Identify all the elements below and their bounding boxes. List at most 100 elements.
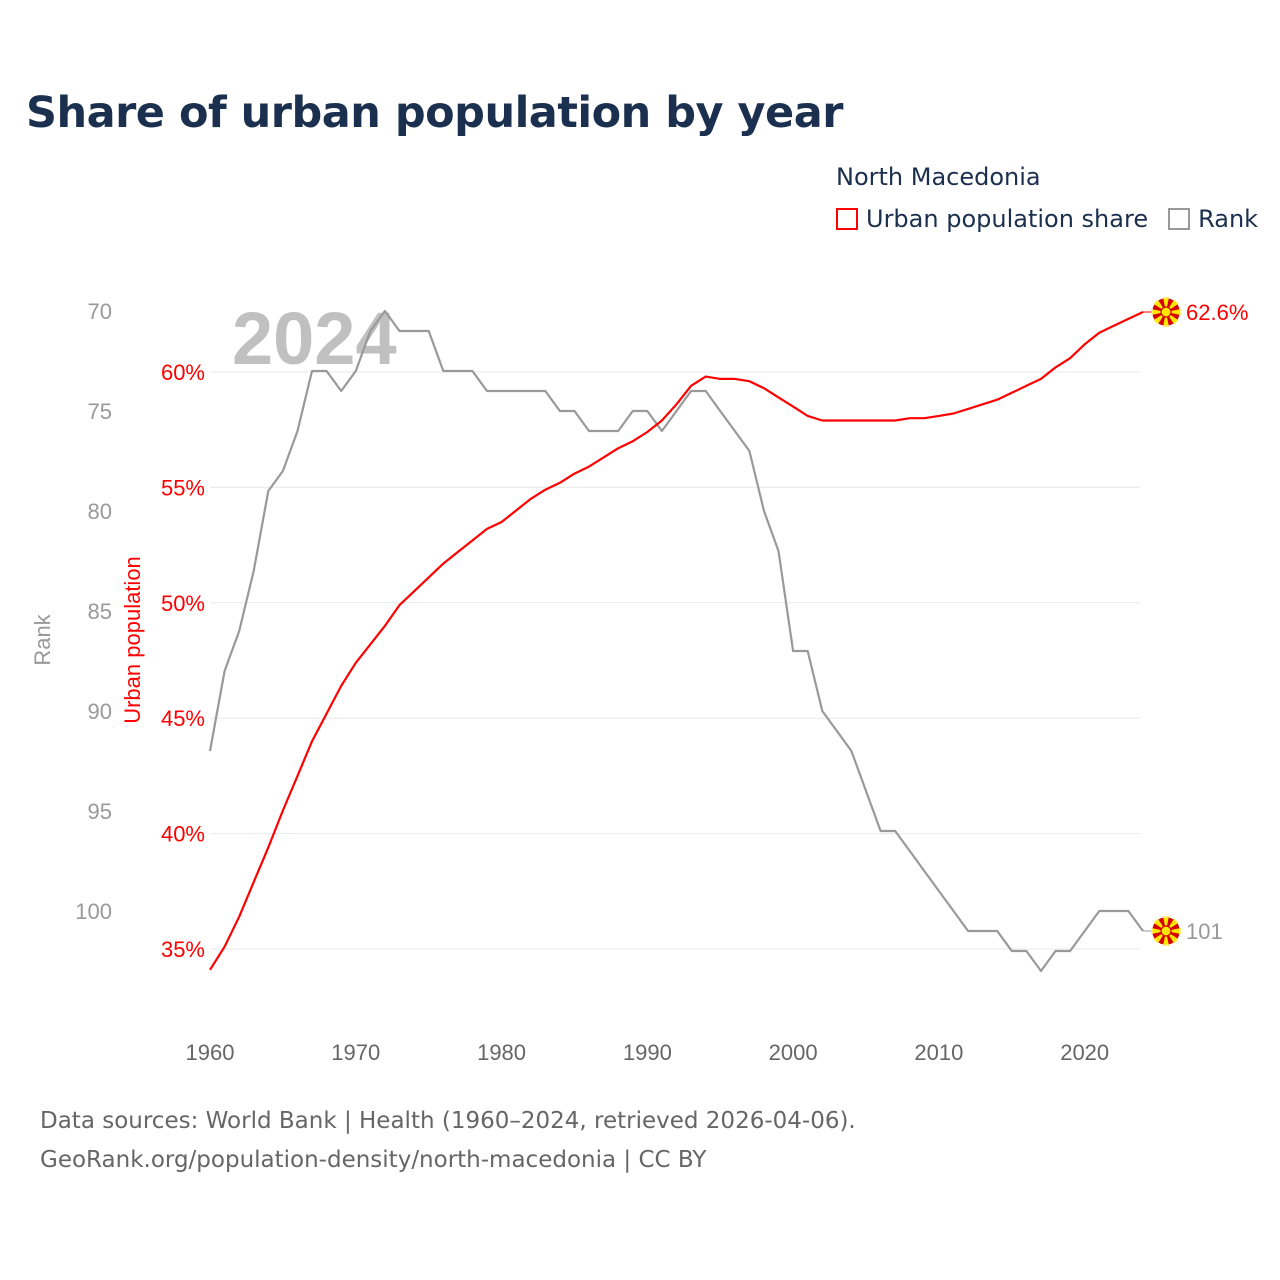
urban-point bbox=[570, 470, 578, 478]
rank-point bbox=[935, 887, 943, 895]
rank-point bbox=[439, 367, 447, 375]
legend: Urban population share Rank bbox=[836, 205, 1278, 233]
rank-point bbox=[396, 327, 404, 335]
rank-point bbox=[891, 827, 899, 835]
urban-point bbox=[527, 495, 535, 503]
rank-point bbox=[235, 627, 243, 635]
rank-point bbox=[570, 407, 578, 415]
rank-point bbox=[629, 407, 637, 415]
rank-end-label: 101 bbox=[1186, 919, 1223, 944]
urban-point bbox=[454, 548, 462, 556]
urban-tick-label: 50% bbox=[161, 591, 205, 616]
rank-point bbox=[1066, 947, 1074, 955]
rank-point bbox=[731, 427, 739, 435]
urban-point bbox=[323, 710, 331, 718]
urban-point bbox=[643, 428, 651, 436]
legend-swatch-urban bbox=[836, 208, 858, 230]
footer-attribution: GeoRank.org/population-density/north-mac… bbox=[40, 1147, 707, 1173]
rank-point bbox=[1095, 907, 1103, 915]
urban-point bbox=[716, 375, 724, 383]
rank-point bbox=[1037, 967, 1045, 975]
rank-point bbox=[702, 387, 710, 395]
rank-point bbox=[1124, 907, 1132, 915]
urban-point bbox=[512, 506, 520, 514]
urban-point bbox=[993, 396, 1001, 404]
urban-point bbox=[585, 463, 593, 471]
urban-point bbox=[964, 405, 972, 413]
urban-point bbox=[731, 375, 739, 383]
rank-point bbox=[818, 707, 826, 715]
urban-point bbox=[337, 682, 345, 690]
urban-point bbox=[920, 414, 928, 422]
rank-point bbox=[1052, 947, 1060, 955]
rank-point bbox=[512, 387, 520, 395]
flag-ray bbox=[1163, 916, 1169, 931]
rank-point bbox=[468, 367, 476, 375]
rank-point bbox=[483, 387, 491, 395]
rank-point bbox=[877, 827, 885, 835]
rank-point bbox=[658, 427, 666, 435]
urban-tick-label: 60% bbox=[161, 360, 205, 385]
rank-point bbox=[541, 387, 549, 395]
urban-tick-label: 45% bbox=[161, 706, 205, 731]
urban-point bbox=[206, 966, 214, 974]
north-macedonia-flag-icon bbox=[1151, 297, 1181, 327]
rank-point bbox=[600, 427, 608, 435]
rank-point bbox=[366, 327, 374, 335]
flag-sun bbox=[1160, 925, 1172, 937]
rank-point bbox=[352, 367, 360, 375]
x-tick-label: 1970 bbox=[331, 1040, 380, 1065]
legend-title: North Macedonia bbox=[836, 163, 1041, 191]
rank-point bbox=[643, 407, 651, 415]
legend-item-rank[interactable]: Rank bbox=[1168, 205, 1258, 233]
urban-point bbox=[935, 412, 943, 420]
urban-point bbox=[352, 659, 360, 667]
urban-point bbox=[221, 943, 229, 951]
rank-point bbox=[847, 747, 855, 755]
rank-point bbox=[979, 927, 987, 935]
x-tick-label: 2010 bbox=[914, 1040, 963, 1065]
urban-point bbox=[1022, 382, 1030, 390]
urban-point bbox=[1037, 375, 1045, 383]
urban-point bbox=[702, 373, 710, 381]
rank-point bbox=[585, 427, 593, 435]
urban-point bbox=[877, 416, 885, 424]
urban-point bbox=[556, 479, 564, 487]
flag-ray bbox=[1151, 309, 1166, 315]
urban-point bbox=[279, 807, 287, 815]
urban-point bbox=[439, 560, 447, 568]
urban-point bbox=[906, 414, 914, 422]
x-tick-label: 2020 bbox=[1060, 1040, 1109, 1065]
rank-point bbox=[920, 867, 928, 875]
urban-point bbox=[396, 601, 404, 609]
urban-axis-title: Urban population bbox=[120, 556, 145, 724]
rank-line bbox=[208, 309, 1144, 973]
rank-point bbox=[614, 427, 622, 435]
year-watermark: 2024 bbox=[232, 297, 397, 380]
urban-point bbox=[541, 486, 549, 494]
urban-point bbox=[410, 587, 418, 595]
urban-point bbox=[1052, 363, 1060, 371]
urban-point bbox=[949, 410, 957, 418]
urban-point bbox=[1124, 315, 1132, 323]
flag-ray bbox=[1163, 297, 1169, 312]
urban-point bbox=[629, 437, 637, 445]
rank-tick-label: 100 bbox=[75, 899, 112, 924]
rank-point bbox=[833, 727, 841, 735]
urban-point bbox=[1008, 389, 1016, 397]
legend-item-urban[interactable]: Urban population share bbox=[836, 205, 1148, 233]
rank-axis-title: Rank bbox=[30, 613, 55, 665]
urban-share-line bbox=[209, 311, 1144, 971]
rank-point bbox=[1110, 907, 1118, 915]
rank-point bbox=[862, 787, 870, 795]
chart-title: Share of urban population by year bbox=[26, 88, 843, 138]
urban-point bbox=[658, 416, 666, 424]
urban-point bbox=[483, 525, 491, 533]
urban-point bbox=[979, 400, 987, 408]
urban-point bbox=[250, 878, 258, 886]
flag-border bbox=[1151, 916, 1181, 946]
rank-point bbox=[308, 367, 316, 375]
rank-tick-label: 95 bbox=[88, 799, 112, 824]
urban-point bbox=[235, 913, 243, 921]
